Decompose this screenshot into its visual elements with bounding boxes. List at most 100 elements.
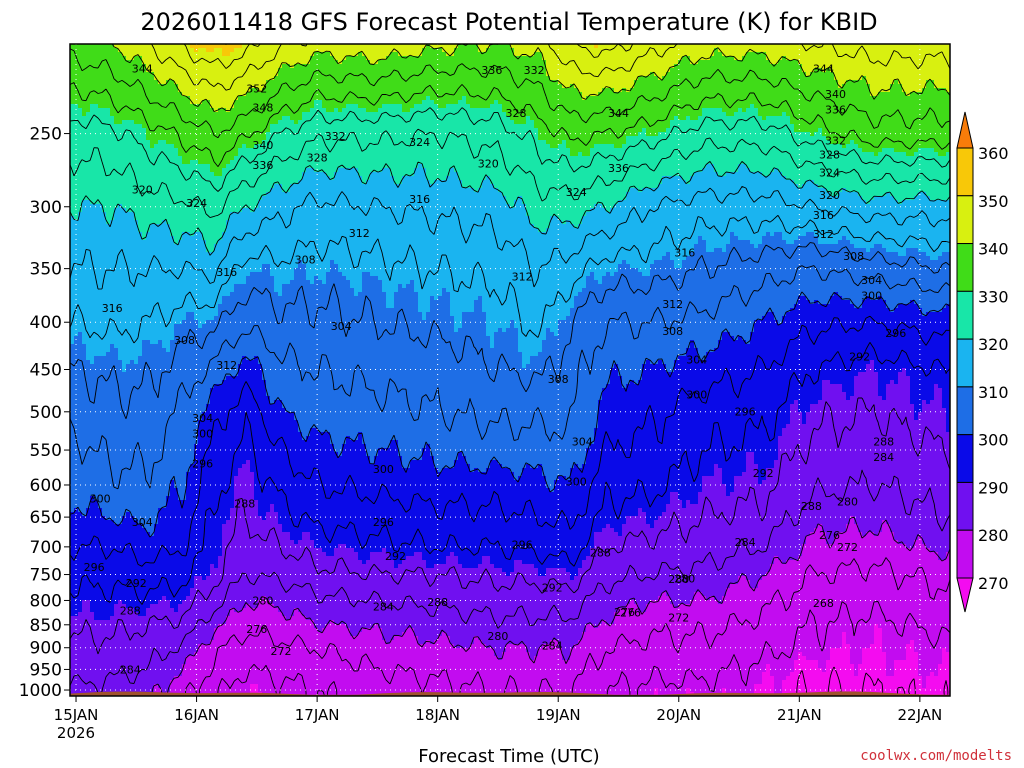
theta-cell [830, 76, 835, 81]
theta-cell [770, 60, 775, 65]
theta-cell [938, 48, 943, 53]
theta-cell [74, 84, 79, 89]
theta-cell [782, 84, 787, 89]
theta-cell [242, 112, 247, 117]
theta-cell [822, 72, 827, 77]
theta-cell [770, 100, 775, 105]
theta-cell [342, 120, 347, 125]
theta-cell [834, 120, 839, 125]
theta-cell [842, 116, 847, 121]
theta-cell [398, 56, 403, 61]
theta-cell [770, 52, 775, 57]
theta-cell [558, 108, 563, 113]
theta-cell [346, 76, 351, 81]
theta-cell [458, 104, 463, 109]
theta-cell [126, 96, 131, 101]
theta-cell [530, 88, 535, 93]
theta-cell [182, 44, 187, 49]
theta-cell [278, 104, 283, 109]
theta-cell [342, 112, 347, 117]
theta-cell [462, 64, 467, 69]
theta-cell [442, 116, 447, 121]
theta-cell [638, 64, 643, 69]
theta-cell [94, 104, 99, 109]
theta-cell [638, 132, 643, 137]
theta-cell [898, 116, 903, 121]
theta-cell [758, 68, 763, 73]
theta-cell [226, 100, 231, 105]
theta-cell [454, 56, 459, 61]
theta-cell [934, 80, 939, 85]
theta-cell [762, 124, 767, 129]
theta-cell [634, 84, 639, 89]
theta-cell [666, 72, 671, 77]
theta-cell [146, 52, 151, 57]
theta-cell [666, 104, 671, 109]
theta-cell [334, 80, 339, 85]
theta-cell [322, 124, 327, 129]
theta-cell [722, 112, 727, 117]
theta-cell [474, 128, 479, 133]
theta-cell [110, 76, 115, 81]
theta-cell [746, 124, 751, 129]
theta-cell [490, 128, 495, 133]
theta-cell [426, 60, 431, 65]
theta-cell [82, 120, 87, 125]
theta-cell [886, 64, 891, 69]
theta-cell [98, 100, 103, 105]
theta-cell [642, 96, 647, 101]
theta-cell [270, 92, 275, 97]
theta-cell [94, 124, 99, 129]
theta-cell [370, 56, 375, 61]
theta-cell [762, 60, 767, 65]
theta-cell [374, 48, 379, 53]
theta-cell [338, 72, 343, 77]
theta-cell [498, 100, 503, 105]
theta-cell [414, 96, 419, 101]
theta-cell [158, 88, 163, 93]
theta-cell [678, 104, 683, 109]
theta-cell [734, 72, 739, 77]
theta-cell [318, 92, 323, 97]
theta-cell [162, 60, 167, 65]
theta-cell [394, 120, 399, 125]
theta-cell [882, 72, 887, 77]
theta-cell [98, 108, 103, 113]
theta-cell [78, 68, 83, 73]
theta-cell [758, 72, 763, 77]
theta-cell [82, 76, 87, 81]
theta-cell [370, 92, 375, 97]
theta-cell [458, 100, 463, 105]
theta-cell [522, 84, 527, 89]
theta-cell [694, 68, 699, 73]
theta-cell [202, 52, 207, 57]
theta-cell [162, 44, 167, 49]
theta-cell [542, 128, 547, 133]
theta-cell [618, 104, 623, 109]
theta-cell [442, 76, 447, 81]
theta-cell [162, 120, 167, 125]
theta-cell [722, 124, 727, 129]
theta-cell [918, 84, 923, 89]
theta-cell [806, 120, 811, 125]
theta-cell [274, 76, 279, 81]
theta-cell [446, 76, 451, 81]
theta-cell [794, 92, 799, 97]
theta-cell [306, 120, 311, 125]
theta-cell [682, 96, 687, 101]
theta-cell [434, 44, 439, 49]
theta-cell [822, 44, 827, 49]
theta-cell [106, 96, 111, 101]
theta-cell [290, 108, 295, 113]
theta-cell [442, 100, 447, 105]
theta-cell [206, 88, 211, 93]
theta-cell [830, 48, 835, 53]
theta-cell [842, 52, 847, 57]
theta-cell [478, 44, 483, 49]
theta-cell [562, 104, 567, 109]
theta-cell [342, 60, 347, 65]
theta-cell [754, 104, 759, 109]
theta-cell [478, 76, 483, 81]
theta-cell [218, 52, 223, 57]
theta-cell [278, 100, 283, 105]
